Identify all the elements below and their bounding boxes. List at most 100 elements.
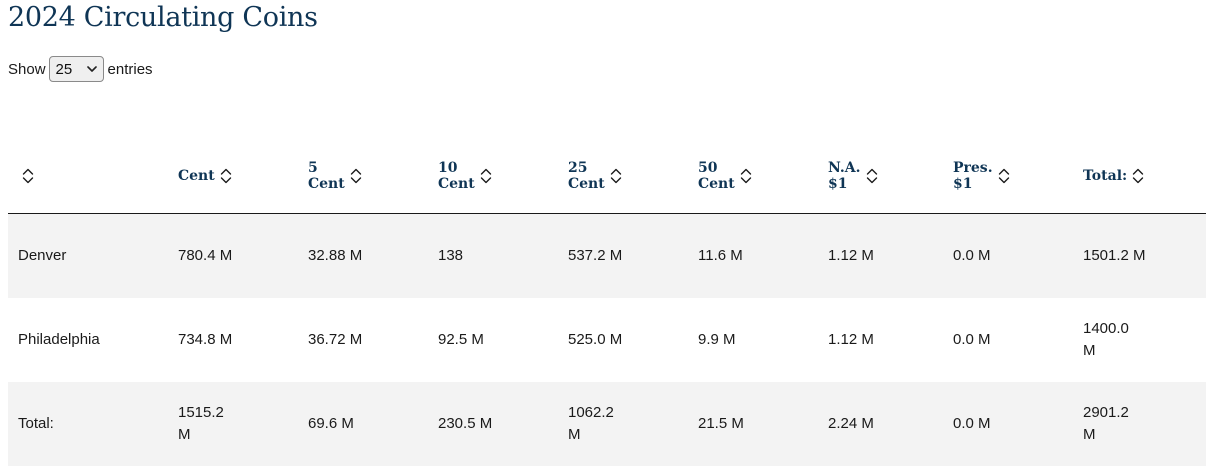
cell-value: 1.12 M (828, 246, 874, 264)
column-header-10cent[interactable]: 10 Cent (428, 138, 558, 214)
column-header-50cent[interactable]: 50 Cent (688, 138, 818, 214)
cell-value: 1062.2 M (568, 403, 614, 444)
cell-value: 32.88 M (308, 246, 363, 264)
table-cell-5cent: 36.72 M (298, 298, 428, 382)
table-row: Total: 1515.2 M 69.6 M 230.5 M 1062.2 M 21.5 … (8, 382, 1206, 466)
table-cell-total: 1400.0 M (1073, 298, 1206, 382)
table-cell-total: 1501.2 M (1073, 213, 1206, 298)
cell-value: 734.8 M (178, 330, 233, 348)
entries-label: entries (107, 60, 153, 78)
column-header-content: 10 Cent (438, 160, 558, 192)
column-header-total[interactable]: Total: (1073, 138, 1206, 214)
column-header-content: 5 Cent (308, 160, 428, 192)
cell-value: 69.6 M (308, 414, 354, 432)
column-header-label-line: Cent (438, 175, 475, 192)
column-header-label: Pres. $1 (953, 160, 993, 192)
sort-icon (220, 168, 231, 183)
entries-length-control: Show 25 entries (8, 55, 153, 83)
table-cell-5cent: 32.88 M (298, 213, 428, 298)
column-header-25cent[interactable]: 25 Cent (558, 138, 688, 214)
cell-value: 0.0 M (953, 246, 991, 264)
column-header-label-line: Cent (178, 167, 215, 184)
column-header-label: N.A. $1 (828, 160, 861, 192)
cell-value: 1.12 M (828, 330, 874, 348)
column-header-label-line: Pres. (953, 159, 993, 176)
cell-value: 0.0 M (953, 330, 991, 348)
cell-value: 21.5 M (698, 414, 744, 432)
column-header-5cent[interactable]: 5 Cent (298, 138, 428, 214)
sort-icon (866, 168, 877, 183)
column-header-label-line: 10 (438, 159, 458, 176)
cell-value: 230.5 M (438, 414, 493, 432)
cell-value: 2.24 M (828, 414, 874, 432)
column-header-content: Pres. $1 (953, 160, 1073, 192)
sort-icon (22, 168, 34, 183)
column-header-content: 50 Cent (698, 160, 818, 192)
mint-name-cell: Denver (8, 213, 168, 298)
table-cell-na1: 2.24 M (818, 382, 943, 466)
column-header-pres1[interactable]: Pres. $1 (943, 138, 1073, 214)
column-header-label-line: Cent (698, 175, 735, 192)
cell-value: 1400.0 M (1083, 319, 1129, 360)
column-header-label: 5 Cent (308, 160, 345, 192)
cell-value: 92.5 M (438, 330, 484, 348)
cell-value: 1501.2 M (1083, 246, 1146, 264)
column-header-content: N.A. $1 (828, 160, 943, 192)
column-header-content (18, 168, 168, 184)
coins-table: Cent 5 Cent 10 Cent 25 Cent 50 Cent N.A. $1 Pres. $1… (8, 138, 1206, 466)
column-header-label-line: Cent (308, 175, 345, 192)
cell-value: 537.2 M (568, 246, 623, 264)
column-header-label-line: 5 (308, 159, 318, 176)
table-cell-cent: 780.4 M (168, 213, 298, 298)
cell-value: 1515.2 M (178, 403, 224, 444)
column-header-na1[interactable]: N.A. $1 (818, 138, 943, 214)
table-cell-10cent: 92.5 M (428, 298, 558, 382)
cell-value: 780.4 M (178, 246, 233, 264)
column-header-mint[interactable] (8, 138, 168, 214)
cell-value: 2901.2 M (1083, 403, 1129, 444)
mint-name-cell: Philadelphia (8, 298, 168, 382)
table-cell-25cent: 525.0 M (558, 298, 688, 382)
column-header-content: 25 Cent (568, 160, 688, 192)
table-cell-cent: 1515.2 M (168, 382, 298, 466)
column-header-label-line: Cent (568, 175, 605, 192)
sort-icon (740, 168, 751, 183)
table-cell-cent: 734.8 M (168, 298, 298, 382)
column-header-label: Total: (1083, 168, 1127, 184)
entries-select-value: 25 (55, 60, 73, 78)
sort-icon (480, 168, 491, 183)
column-header-label-line: Total: (1083, 167, 1128, 184)
column-header-content: Cent (178, 168, 298, 184)
table-row: Denver 780.4 M 32.88 M 138 537.2 M 11.6 M 1.12… (8, 213, 1206, 298)
table-cell-5cent: 69.6 M (298, 382, 428, 466)
table-cell-25cent: 537.2 M (558, 213, 688, 298)
column-header-label-line: 50 (698, 159, 718, 176)
table-cell-10cent: 138 (428, 213, 558, 298)
entries-select[interactable]: 25 (48, 56, 104, 82)
table-cell-pres1: 0.0 M (943, 298, 1073, 382)
table-cell-na1: 1.12 M (818, 213, 943, 298)
column-header-cent[interactable]: Cent (168, 138, 298, 214)
table-cell-50cent: 11.6 M (688, 213, 818, 298)
column-header-label-line: N.A. (828, 159, 861, 176)
column-header-label: 25 Cent (568, 160, 605, 192)
sort-icon (350, 168, 361, 183)
table-header-row: Cent 5 Cent 10 Cent 25 Cent 50 Cent N.A. $1 Pres. $1… (8, 138, 1206, 214)
table-cell-pres1: 0.0 M (943, 213, 1073, 298)
column-header-content: Total: (1083, 168, 1206, 184)
column-header-label: 10 Cent (438, 160, 475, 192)
cell-value: 11.6 M (698, 246, 743, 264)
show-label: Show (8, 60, 46, 78)
column-header-label: 50 Cent (698, 160, 735, 192)
column-header-label-line: $1 (828, 175, 848, 192)
cell-value: 36.72 M (308, 330, 363, 348)
cell-value: 525.0 M (568, 330, 623, 348)
table-cell-total: 2901.2 M (1073, 382, 1206, 466)
cell-value: 9.9 M (698, 330, 736, 348)
table-cell-50cent: 21.5 M (688, 382, 818, 466)
cell-value: 138 (438, 246, 464, 264)
mint-name-cell: Total: (8, 382, 168, 466)
table-cell-25cent: 1062.2 M (558, 382, 688, 466)
page-title: 2024 Circulating Coins (8, 2, 318, 33)
